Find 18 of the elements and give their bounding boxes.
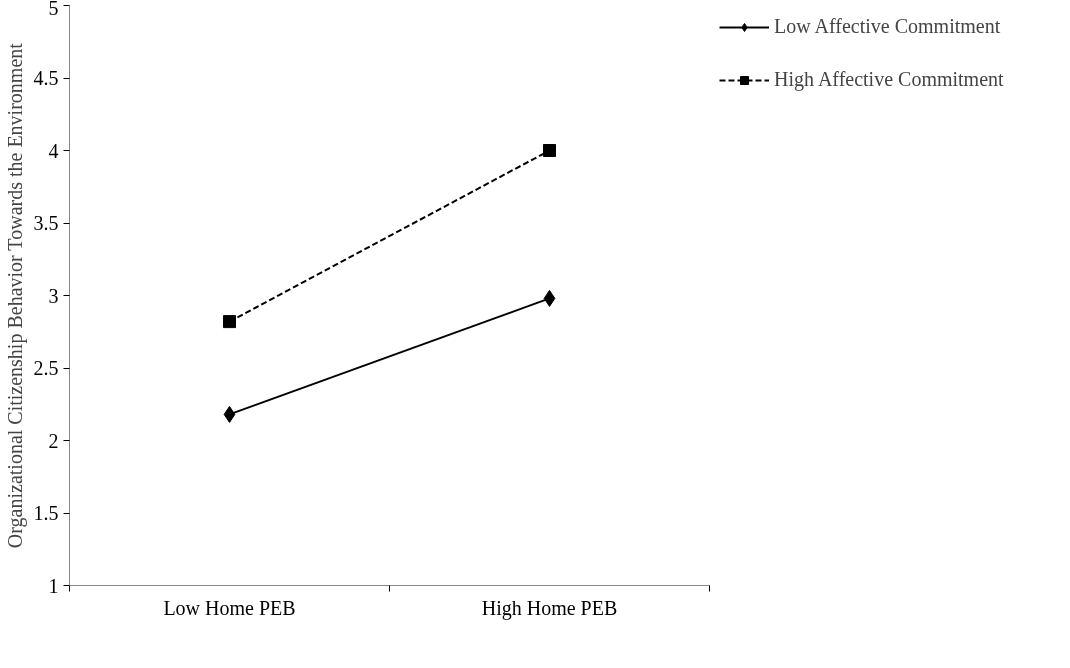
y-tick-label: 3.5 xyxy=(33,212,59,234)
legend-label: Low Affective Commitment xyxy=(774,15,1001,38)
point xyxy=(543,289,556,307)
point xyxy=(223,405,236,423)
y-tick-label: 4 xyxy=(48,139,59,162)
y-tick-label: 5 xyxy=(48,0,59,19)
y-tick-label: 2.5 xyxy=(33,357,59,379)
y-tick-label: 2 xyxy=(48,429,59,452)
y-axis-title: Organizational Citizenship Behavior Towards the Environment xyxy=(3,42,27,549)
y-tick-label: 1 xyxy=(48,574,59,597)
x-tick-label: High Home PEB xyxy=(481,596,618,620)
point xyxy=(543,144,556,157)
y-tick-label: 3 xyxy=(48,284,59,307)
x-tick-label: Low Home PEB xyxy=(163,596,296,619)
point xyxy=(223,315,236,329)
legend-label: High Affective Commitment xyxy=(774,68,1004,91)
y-tick-label: 4.5 xyxy=(33,67,59,89)
y-tick-label: 1.5 xyxy=(33,502,59,524)
